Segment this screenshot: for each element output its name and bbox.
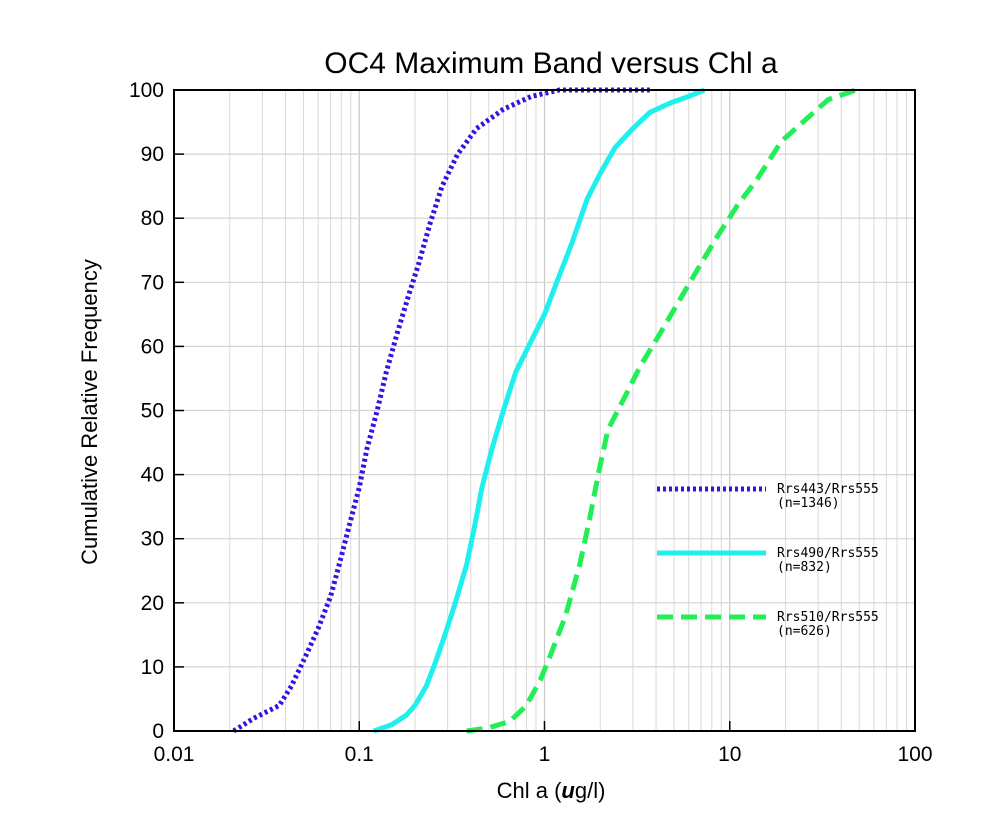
y-tick-label: 20 (141, 592, 164, 615)
y-tick-label: 10 (141, 656, 164, 679)
x-tick-label: 1 (539, 743, 551, 766)
legend-label-2: Rrs490/Rrs555 (777, 546, 879, 561)
x-axis-label-prefix: Chl a ( (497, 778, 562, 803)
x-tick-label: 100 (897, 743, 932, 766)
y-tick-label: 70 (141, 271, 164, 294)
axis-ticks: 0.01 0.1 1 10 100 0 10 20 30 40 50 60 70 80 90 100 (129, 79, 933, 766)
chart-title: OC4 Maximum Band versus Chl a (324, 47, 778, 80)
legend-count-3: (n=626) (777, 624, 832, 639)
series-lines (232, 87, 857, 734)
legend-label-3: Rrs510/Rrs555 (777, 610, 879, 625)
y-tick-label: 60 (141, 335, 164, 358)
x-tick-label: 10 (718, 743, 741, 766)
y-tick-label: 100 (129, 79, 164, 102)
y-tick-label: 0 (152, 720, 164, 743)
x-axis-label-suffix: g/l) (575, 778, 606, 803)
legend-label-1: Rrs443/Rrs555 (777, 482, 879, 497)
y-tick-label: 40 (141, 464, 164, 487)
x-axis-label-unit: u (561, 778, 575, 803)
x-axis-label: Chl a (ug/l) (497, 778, 606, 803)
series-line-2 (373, 87, 706, 734)
series-line-1 (232, 87, 652, 734)
y-axis-label: Cumulative Relative Frequency (77, 259, 102, 565)
legend-count-2: (n=832) (777, 560, 832, 575)
x-tick-label: 0.1 (345, 743, 374, 766)
y-tick-label: 90 (141, 143, 164, 166)
x-tick-label: 0.01 (154, 743, 195, 766)
legend-count-1: (n=1346) (777, 496, 840, 511)
y-tick-label: 30 (141, 528, 164, 551)
legend: Rrs443/Rrs555(n=1346) Rrs490/Rrs555(n=832… (657, 482, 879, 639)
y-tick-label: 80 (141, 207, 164, 230)
y-tick-label: 50 (141, 400, 164, 423)
series-line-3 (466, 87, 857, 734)
